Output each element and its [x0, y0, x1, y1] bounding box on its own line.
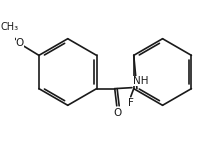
Text: NH: NH: [133, 76, 148, 86]
Text: CH₃: CH₃: [1, 22, 19, 32]
Text: F: F: [128, 98, 134, 108]
Text: O: O: [114, 108, 122, 118]
Text: O: O: [16, 38, 24, 48]
